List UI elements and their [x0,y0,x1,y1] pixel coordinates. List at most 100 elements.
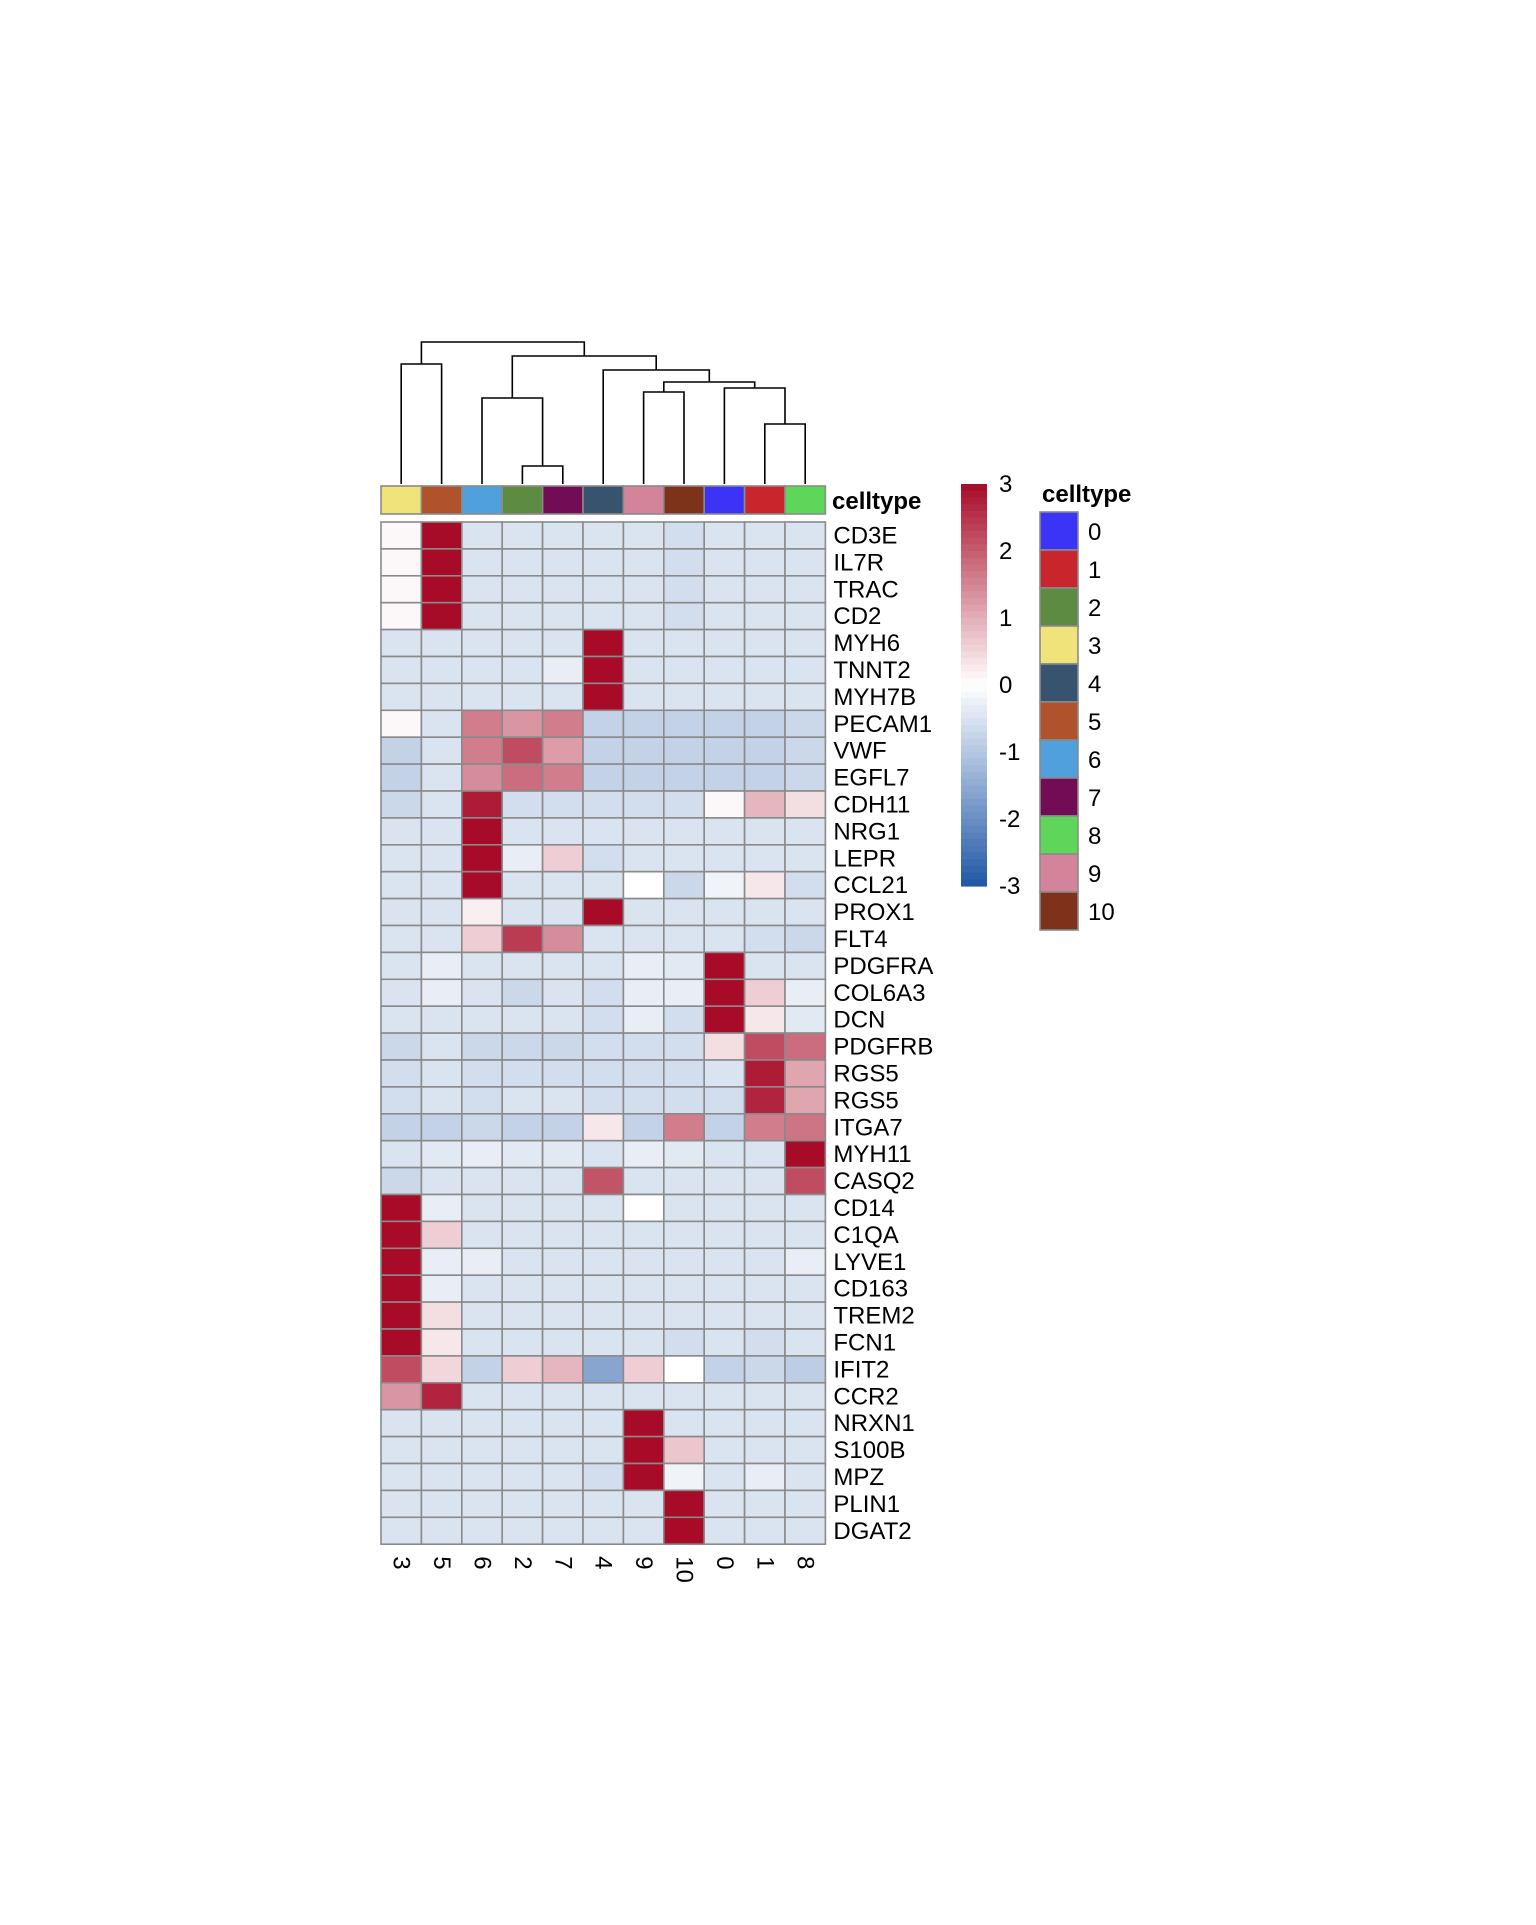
heatmap-cell-casq2-10 [662,1166,705,1196]
heatmap-cell-nrg1-3 [380,817,423,846]
heatmap-cell-lyve1-9 [622,1247,665,1277]
heatmap-cell-pdgfrb-6 [460,1032,503,1061]
heatmap-cell-fcn1-1 [743,1328,786,1357]
heatmap-cell-lepr-6 [460,843,503,873]
row-label-trem2: TREM2 [833,1303,914,1330]
heatmap-cell-ifit2-4 [582,1355,625,1384]
heatmap-cell-cdh11-1 [743,790,786,819]
heatmap-cell-ccr2-1 [743,1382,786,1411]
row-label-fcn1: FCN1 [833,1330,896,1357]
legend-label-5: 5 [1088,709,1101,736]
heatmap-cell-cd14-3 [380,1193,423,1223]
column-label-9: 9 [630,1556,657,1569]
colorbar-segment [961,551,987,559]
heatmap-cell-vwf-7 [541,736,584,765]
heatmap-cell-trem2-3 [380,1301,423,1330]
heatmap-cell-il7r-7 [541,548,584,577]
dendrogram-link-627-rest [511,355,657,398]
heatmap-cell-vwf-10 [662,736,705,765]
heatmap-cell-il7r-6 [460,548,503,577]
heatmap-cell-prox1-0 [703,897,746,927]
row-label-nrxn1: NRXN1 [833,1410,914,1437]
heatmap-cell-ccr2-0 [703,1382,746,1411]
heatmap-cell-c1qa-6 [460,1220,503,1250]
heatmap-cell-pecam1-3 [380,709,423,738]
heatmap-cell-col6a3-2 [501,978,544,1007]
heatmap-cell-c1qa-10 [662,1220,705,1250]
row-label-lepr: LEPR [833,845,896,872]
heatmap-cell-trem2-6 [460,1301,503,1330]
colorbar-segment [961,664,987,673]
row-label-vwf: VWF [833,738,886,765]
heatmap-cell-col6a3-6 [460,978,503,1007]
heatmap-cell-myh11-8 [784,1139,827,1169]
heatmap-cell-pecam1-10 [662,709,705,738]
heatmap-cell-mpz-3 [380,1462,423,1492]
annotation-cell-9 [622,485,665,515]
heatmap-cell-cd2-0 [703,601,746,631]
heatmap-cell-il7r-8 [784,548,827,577]
heatmap-cell-trem2-4 [582,1301,625,1330]
heatmap-cell-nrxn1-3 [380,1408,423,1438]
heatmap-cell-dgat2-9 [622,1516,665,1546]
heatmap-cell-mpz-4 [582,1462,625,1492]
heatmap-cell-dgat2-5 [420,1516,463,1546]
heatmap-cell-lyve1-3 [380,1247,423,1277]
heatmap-cell-trem2-1 [743,1301,786,1330]
heatmap-cell-trac-4 [582,574,625,604]
heatmap-cell-lepr-2 [501,843,544,873]
heatmap-cell-pecam1-9 [622,709,665,738]
heatmap-cell-s100b-5 [420,1435,463,1465]
heatmap-cell-cd2-5 [420,601,463,631]
heatmap-cell-egfl7-0 [703,763,746,792]
heatmap-cell-col6a3-5 [420,978,463,1007]
colorbar-segment [961,611,987,619]
row-label-cdh11: CDH11 [833,792,910,819]
heatmap-cell-myh7b-4 [582,682,625,712]
heatmap-cell-cdh11-9 [622,790,665,819]
row-label-egfl7: EGFL7 [833,765,909,792]
heatmap-cell-cd163-8 [784,1274,827,1303]
heatmap-cell-c1qa-1 [743,1220,786,1250]
heatmap-cell-itga7-4 [582,1113,625,1142]
legend-swatch-1 [1039,549,1079,589]
heatmap-cell-cd163-6 [460,1274,503,1303]
heatmap-cell-trac-2 [501,574,544,604]
heatmap-cell-nrxn1-4 [582,1408,625,1438]
heatmap-cell-plin1-3 [380,1489,423,1519]
heatmap-cell-c1qa-8 [784,1220,827,1250]
colorbar-segment [961,510,987,519]
heatmap-cell-lyve1-7 [541,1247,584,1277]
row-label-trac: TRAC [833,576,898,603]
heatmap-cell-rgs5-2 [501,1086,544,1115]
heatmap-cell-fcn1-2 [501,1328,544,1357]
colorbar-segment [961,819,987,827]
heatmap-cell-prox1-5 [420,897,463,927]
row-label-dgat2: DGAT2 [833,1518,911,1545]
colorbar-segment [961,571,987,579]
heatmap-cell-il7r-9 [622,548,665,577]
row-label-col6a3: COL6A3 [833,980,925,1007]
heatmap-cell-lepr-3 [380,843,423,873]
heatmap-cell-col6a3-3 [380,978,423,1007]
colorbar-tick-label: 0 [999,672,1012,699]
heatmap-cell-s100b-0 [703,1435,746,1465]
heatmap-cell-prox1-8 [784,897,827,927]
heatmap-cell-ccr2-7 [541,1382,584,1411]
heatmap-cell-ifit2-6 [460,1355,503,1384]
celltype-legend-title: celltype [1042,481,1131,508]
heatmap-cell-rgs5-4 [582,1086,625,1115]
heatmap-cell-flt4-1 [743,924,786,954]
heatmap-cell-itga7-1 [743,1113,786,1142]
heatmap-cell-cd2-7 [541,601,584,631]
heatmap-cell-pdgfrb-7 [541,1032,584,1061]
heatmap-cell-myh6-4 [582,628,625,658]
heatmap-cell-ccr2-10 [662,1382,705,1411]
heatmap-cell-prox1-7 [541,897,584,927]
heatmap-cell-myh6-3 [380,628,423,658]
heatmap-cell-cd163-5 [420,1274,463,1303]
annotation-cell-10 [662,485,705,515]
heatmap-cell-s100b-6 [460,1435,503,1465]
heatmap-cell-cd2-6 [460,601,503,631]
heatmap-cell-pecam1-2 [501,709,544,738]
